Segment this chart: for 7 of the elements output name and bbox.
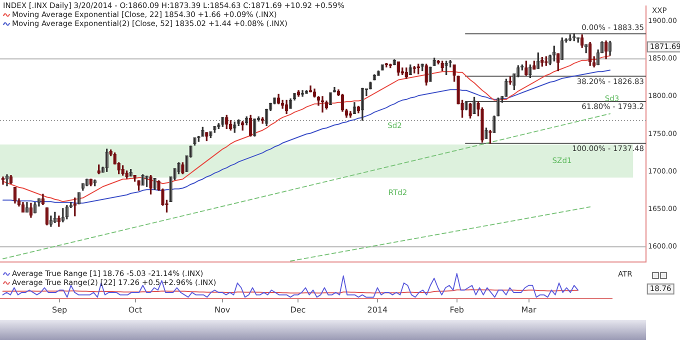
- x-tick-label: Nov: [214, 305, 230, 314]
- x-tick-label: Mar: [521, 305, 538, 314]
- x-tick-label: Oct: [128, 305, 142, 314]
- x-tick-label: Feb: [450, 305, 464, 314]
- x-tick-label: Dec: [290, 305, 306, 314]
- x-tick-label: 2014: [367, 305, 388, 314]
- x-tick-label: Sep: [52, 305, 68, 314]
